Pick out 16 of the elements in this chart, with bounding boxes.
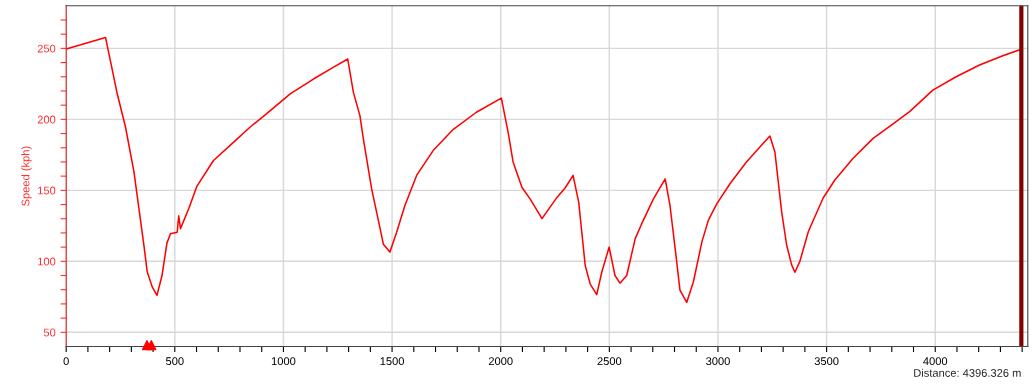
y-axis-title: Speed (kph) bbox=[21, 146, 32, 206]
x-tick-label: 2500 bbox=[597, 357, 622, 366]
y-tick-label: 50 bbox=[43, 328, 56, 337]
x-tick-label: 1000 bbox=[271, 357, 296, 366]
ref-line-label: Distance: 4396.326 m bbox=[914, 368, 1021, 377]
x-tick-label: 1500 bbox=[380, 357, 404, 366]
x-tick-label: 3500 bbox=[814, 357, 839, 366]
y-tick-label: 150 bbox=[38, 186, 56, 195]
x-tick-label: 4000 bbox=[923, 357, 948, 366]
x-tick-label: 3000 bbox=[706, 357, 730, 366]
x-tick-label: 2000 bbox=[488, 357, 513, 366]
y-tick-label: 100 bbox=[38, 257, 56, 266]
x-tick-label: 0 bbox=[63, 357, 69, 366]
y-tick-label: 250 bbox=[37, 44, 56, 53]
x-tick-label: 500 bbox=[165, 357, 184, 366]
y-tick-label: 200 bbox=[37, 115, 56, 124]
